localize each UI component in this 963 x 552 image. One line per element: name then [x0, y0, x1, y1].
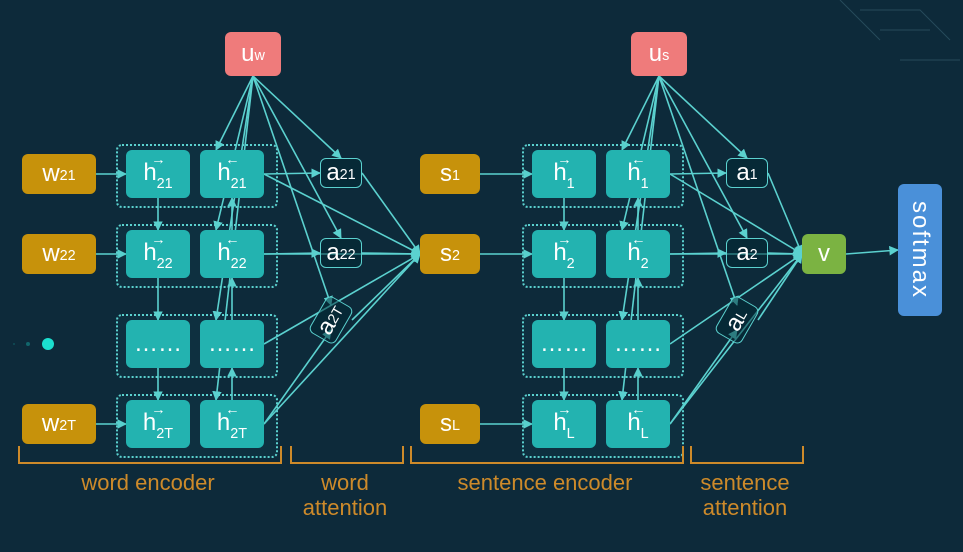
sent-h-backward: ←hL: [606, 400, 670, 448]
section-label: sentence attention: [690, 470, 800, 521]
word-h-backward: ←h21: [200, 150, 264, 198]
word-h-forward: ……: [126, 320, 190, 368]
word-context-vector: uw: [225, 32, 281, 76]
decorative-dot: [42, 338, 54, 350]
word-h-backward: ←h2T: [200, 400, 264, 448]
word-attention-alpha: a2T: [308, 294, 355, 345]
sent-h-backward: ……: [606, 320, 670, 368]
sentence-attention-alpha: a2: [726, 238, 768, 268]
word-attention-alpha: a22: [320, 238, 362, 268]
word-input: w21: [22, 154, 96, 194]
word-h-backward: ……: [200, 320, 264, 368]
sent-h-forward: →h2: [532, 230, 596, 278]
section-label: word attention: [290, 470, 400, 521]
sentence-context-vector: us: [631, 32, 687, 76]
word-h-forward: →h22: [126, 230, 190, 278]
sent-h-forward: →h1: [532, 150, 596, 198]
diagram-stage: w21→h21←h21w22→h22←h22…………w2T→h2T←h2Tuwa…: [0, 0, 963, 552]
word-h-backward: ←h22: [200, 230, 264, 278]
section-bracket: [18, 448, 282, 464]
section-label: word encoder: [18, 470, 278, 495]
section-bracket: [290, 448, 404, 464]
sentence-input: sL: [420, 404, 480, 444]
section-bracket: [410, 448, 684, 464]
softmax-block: softmax: [898, 184, 942, 316]
word-h-forward: →h2T: [126, 400, 190, 448]
sentence-attention-alpha: aL: [714, 294, 761, 345]
sent-h-backward: ←h1: [606, 150, 670, 198]
section-label: sentence encoder: [410, 470, 680, 495]
word-input: w2T: [22, 404, 96, 444]
sent-h-forward: ……: [532, 320, 596, 368]
word-h-forward: →h21: [126, 150, 190, 198]
sentence-input: s2: [420, 234, 480, 274]
word-input: w22: [22, 234, 96, 274]
sent-h-backward: ←h2: [606, 230, 670, 278]
word-attention-alpha: a21: [320, 158, 362, 188]
section-bracket: [690, 448, 804, 464]
sent-h-forward: →hL: [532, 400, 596, 448]
sentence-attention-alpha: a1: [726, 158, 768, 188]
document-vector: v: [802, 234, 846, 274]
sentence-input: s1: [420, 154, 480, 194]
